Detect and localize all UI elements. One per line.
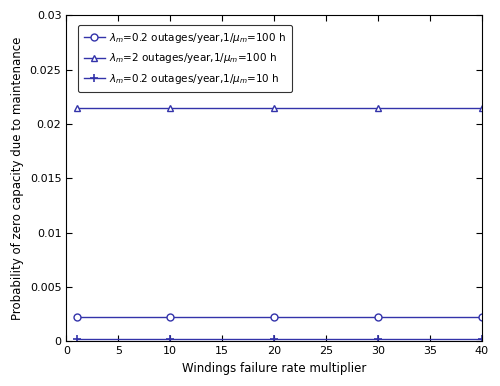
$\lambda_m$=2 outages/year,1/$\mu_m$=100 h — [74, 105, 80, 110]
$\lambda_m$=0.2 outages/year,1/$\mu_m$=100 h — [74, 314, 80, 319]
Line: $\lambda_m$=0.2 outages/year,1/$\mu_m$=100 h: $\lambda_m$=0.2 outages/year,1/$\mu_m$=1… — [73, 313, 486, 320]
Y-axis label: Probability of zero capacity due to maintenance: Probability of zero capacity due to main… — [11, 37, 24, 320]
$\lambda_m$=2 outages/year,1/$\mu_m$=100 h — [271, 105, 277, 110]
$\lambda_m$=2 outages/year,1/$\mu_m$=100 h — [479, 105, 485, 110]
Line: $\lambda_m$=2 outages/year,1/$\mu_m$=100 h: $\lambda_m$=2 outages/year,1/$\mu_m$=100… — [73, 104, 486, 111]
$\lambda_m$=0.2 outages/year,1/$\mu_m$=10 h — [479, 337, 485, 341]
$\lambda_m$=2 outages/year,1/$\mu_m$=100 h — [375, 105, 381, 110]
Legend: $\lambda_m$=0.2 outages/year,1/$\mu_m$=100 h, $\lambda_m$=2 outages/year,1/$\mu_: $\lambda_m$=0.2 outages/year,1/$\mu_m$=1… — [78, 25, 292, 92]
$\lambda_m$=0.2 outages/year,1/$\mu_m$=10 h — [375, 337, 381, 341]
$\lambda_m$=0.2 outages/year,1/$\mu_m$=10 h — [271, 337, 277, 341]
$\lambda_m$=0.2 outages/year,1/$\mu_m$=10 h — [74, 337, 80, 341]
$\lambda_m$=0.2 outages/year,1/$\mu_m$=100 h — [479, 314, 485, 319]
$\lambda_m$=0.2 outages/year,1/$\mu_m$=100 h — [375, 314, 381, 319]
$\lambda_m$=2 outages/year,1/$\mu_m$=100 h — [167, 105, 173, 110]
X-axis label: Windings failure rate multiplier: Windings failure rate multiplier — [182, 362, 366, 375]
$\lambda_m$=0.2 outages/year,1/$\mu_m$=10 h — [167, 337, 173, 341]
$\lambda_m$=0.2 outages/year,1/$\mu_m$=100 h — [167, 314, 173, 319]
Line: $\lambda_m$=0.2 outages/year,1/$\mu_m$=10 h: $\lambda_m$=0.2 outages/year,1/$\mu_m$=1… — [72, 335, 486, 343]
$\lambda_m$=0.2 outages/year,1/$\mu_m$=100 h — [271, 314, 277, 319]
